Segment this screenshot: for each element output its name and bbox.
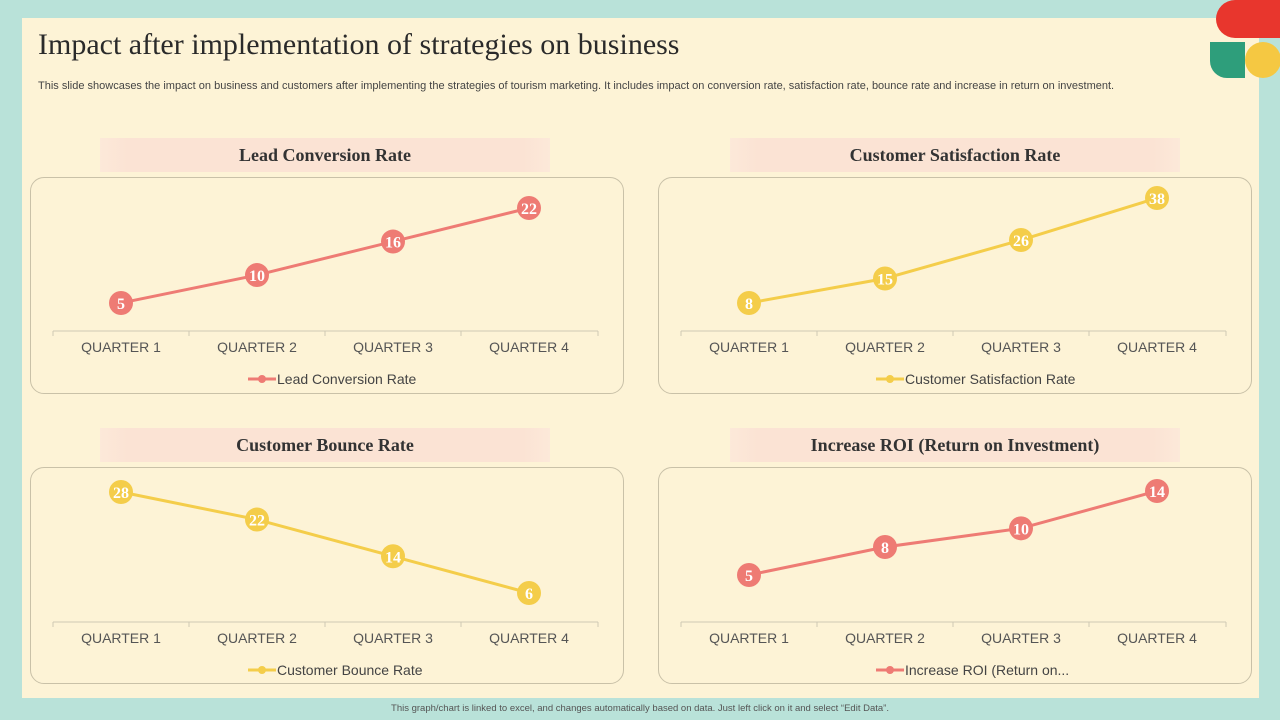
- customer-satisfaction-category-label-1: QUARTER 2: [845, 339, 925, 355]
- chart-panel-customer-satisfaction: [658, 177, 1252, 394]
- customer-bounce-data-point-2: [381, 544, 405, 569]
- customer-bounce-data-label-3: 6: [525, 586, 533, 603]
- increase-roi-legend-label: Increase ROI (Return on...: [905, 662, 1069, 678]
- lead-conversion-legend-label: Lead Conversion Rate: [277, 371, 417, 387]
- chart-title-lead-conversion: Lead Conversion Rate: [100, 138, 550, 172]
- increase-roi-data-label-0: 5: [745, 568, 753, 585]
- customer-satisfaction-data-point-3: [1145, 186, 1169, 210]
- increase-roi-data-label-1: 8: [881, 540, 889, 557]
- customer-bounce-category-label-1: QUARTER 2: [217, 630, 297, 646]
- lead-conversion-data-point-3: [517, 196, 541, 220]
- increase-roi-data-label-2: 10: [1013, 521, 1029, 538]
- increase-roi-data-point-0: [737, 563, 761, 587]
- logo-yellow-shape: [1245, 42, 1280, 78]
- lead-conversion-data-point-1: [245, 263, 269, 288]
- lead-conversion-data-label-1: 10: [249, 268, 265, 285]
- customer-satisfaction-category-label-0: QUARTER 1: [709, 339, 789, 355]
- lead-conversion-data-label-2: 16: [385, 235, 401, 252]
- customer-satisfaction-data-label-2: 26: [1013, 233, 1029, 250]
- customer-satisfaction-series-line: [748, 196, 1158, 305]
- lead-conversion-legend-marker: [258, 375, 266, 383]
- increase-roi-data-label-3: 14: [1149, 484, 1165, 501]
- lead-conversion-data-label-0: 5: [117, 296, 125, 313]
- lead-conversion-category-label-0: QUARTER 1: [81, 339, 161, 355]
- chart-title-customer-satisfaction: Customer Satisfaction Rate: [730, 138, 1180, 172]
- customer-satisfaction-data-label-1: 15: [877, 272, 893, 289]
- customer-satisfaction-category-label-2: QUARTER 3: [981, 339, 1061, 355]
- lead-conversion-series-line: [120, 206, 530, 305]
- customer-satisfaction-data-label-0: 8: [745, 296, 753, 313]
- customer-satisfaction-data-point-1: [873, 266, 897, 291]
- customer-bounce-category-label-2: QUARTER 3: [353, 630, 433, 646]
- slide-canvas: [22, 18, 1259, 698]
- customer-bounce-category-label-3: QUARTER 4: [489, 630, 569, 646]
- increase-roi-category-label-0: QUARTER 1: [709, 630, 789, 646]
- chart-panel-customer-bounce: [30, 467, 624, 684]
- increase-roi-data-point-1: [873, 535, 897, 559]
- lead-conversion-data-point-2: [381, 229, 405, 254]
- chart-panel-lead-conversion: [30, 177, 624, 394]
- logo-green-shape: [1210, 42, 1245, 78]
- customer-satisfaction-data-point-0: [737, 291, 761, 315]
- increase-roi-data-point-2: [1009, 516, 1033, 541]
- page-title: Impact after implementation of strategie…: [38, 28, 680, 61]
- customer-satisfaction-data-label-3: 38: [1149, 191, 1165, 208]
- customer-bounce-category-label-0: QUARTER 1: [81, 630, 161, 646]
- footer-note: This graph/chart is linked to excel, and…: [391, 703, 889, 714]
- lead-conversion-data-label-3: 22: [521, 201, 537, 218]
- brand-logo: [1210, 0, 1280, 78]
- lead-conversion-data-point-0: [109, 291, 133, 315]
- increase-roi-category-label-2: QUARTER 3: [981, 630, 1061, 646]
- customer-bounce-data-label-1: 22: [249, 513, 265, 530]
- increase-roi-legend-marker: [886, 666, 894, 674]
- chart-title-increase-roi: Increase ROI (Return on Investment): [730, 428, 1180, 462]
- customer-satisfaction-category-label-3: QUARTER 4: [1117, 339, 1197, 355]
- page-subtitle: This slide showcases the impact on busin…: [38, 80, 1115, 92]
- lead-conversion-category-label-1: QUARTER 2: [217, 339, 297, 355]
- increase-roi-data-point-3: [1145, 479, 1169, 503]
- customer-satisfaction-data-point-2: [1009, 228, 1033, 252]
- chart-panel-increase-roi: [658, 467, 1252, 684]
- customer-bounce-data-label-0: 28: [113, 485, 129, 502]
- lead-conversion-category-label-2: QUARTER 3: [353, 339, 433, 355]
- increase-roi-category-label-3: QUARTER 4: [1117, 630, 1197, 646]
- customer-satisfaction-legend-label: Customer Satisfaction Rate: [905, 371, 1076, 387]
- logo-red-shape: [1216, 0, 1280, 38]
- customer-bounce-legend-label: Customer Bounce Rate: [277, 662, 423, 678]
- customer-bounce-data-label-2: 14: [385, 549, 401, 566]
- increase-roi-category-label-1: QUARTER 2: [845, 630, 925, 646]
- customer-satisfaction-legend-marker: [886, 375, 894, 383]
- chart-title-customer-bounce: Customer Bounce Rate: [100, 428, 550, 462]
- customer-bounce-data-point-1: [245, 507, 269, 532]
- customer-bounce-data-point-0: [109, 480, 133, 504]
- customer-bounce-data-point-3: [517, 581, 541, 605]
- customer-bounce-legend-marker: [258, 666, 266, 674]
- customer-bounce-series-line: [120, 490, 530, 595]
- increase-roi-series-line: [748, 489, 1158, 577]
- lead-conversion-category-label-3: QUARTER 4: [489, 339, 569, 355]
